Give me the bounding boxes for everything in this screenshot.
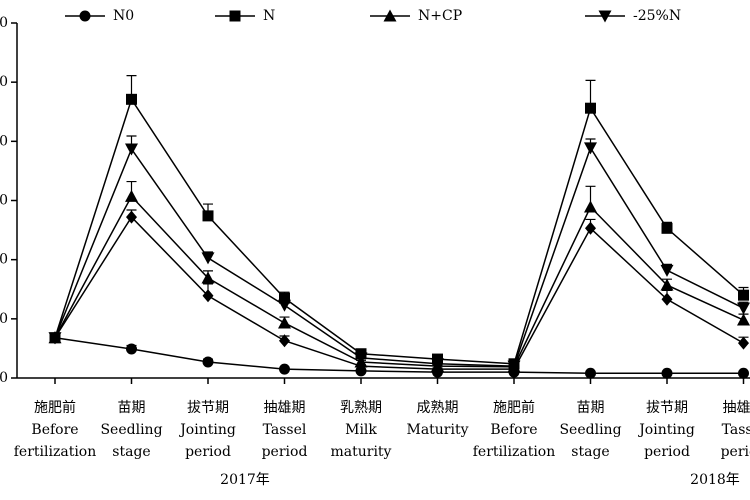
marker [355,359,367,373]
marker [125,143,138,156]
marker [737,302,750,315]
series-line [54,337,744,375]
x-tick-label: 乳熟期 [340,400,382,416]
x-tick-label: Jointing [637,422,695,438]
marker [202,289,214,303]
marker [279,363,290,375]
marker [202,356,214,368]
marker [508,362,520,376]
y-tick-label: 0 [0,133,8,149]
marker [49,331,61,345]
legend-label: N [263,8,275,24]
x-tick-label: 拔节期 [187,400,229,416]
x-tick-label: fertilization [14,444,97,460]
x-tick-label: fertilization [473,444,556,460]
marker [278,316,291,329]
marker [660,264,674,277]
x-tick-label: Before [31,422,78,438]
marker [585,367,596,379]
y-tick-label: 0 [0,193,8,209]
x-tick-label: 苗期 [577,400,605,416]
marker [585,221,596,235]
marker [738,289,749,301]
marker [125,189,138,202]
legend-marker [383,9,397,22]
marker [279,292,290,304]
series-line [54,146,744,367]
legend-marker [79,10,91,22]
x-tick-label: period [262,444,308,460]
x-tick-label: Before [490,422,537,438]
x-tick-label: period [644,444,690,460]
marker [126,343,137,355]
marker [279,334,290,348]
x-tick-label: period [721,444,750,460]
x-tick-label: stage [112,444,150,460]
x-tick-label: Tassel [263,422,307,438]
marker [661,222,673,234]
x-tick-label: Milk [345,422,377,438]
x-tick-label: stage [571,444,609,460]
marker [432,362,443,376]
marker [126,93,137,105]
x-tick-label: 拔节期 [646,400,688,416]
y-tick-label: 0 [0,252,8,268]
legend-marker [598,10,612,23]
marker [584,142,597,155]
x-tick-label: maturity [331,444,392,460]
x-tick-label: 施肥前 [34,399,76,416]
marker [738,367,749,379]
marker [584,200,597,213]
legend-label: N+CP [418,8,462,24]
series-line [54,195,744,368]
x-tick-label: Maturity [406,422,468,438]
x-tick-label: 抽雄期 [264,400,306,416]
legend-label: -25%N [633,8,681,24]
series-line [54,215,744,370]
x-tick-label: 苗期 [118,400,146,416]
series-line [54,97,744,365]
y-tick-label: 0 [0,15,8,31]
marker [738,336,749,350]
x-tick-label: Tassel [722,422,750,438]
x-tick-label: Seedling [559,422,621,438]
x-tick-label: 施肥前 [493,399,535,416]
marker [737,313,750,326]
y-tick-label: 0 [0,74,8,90]
group-label: 2018年 [690,472,740,488]
legend-marker [229,10,241,22]
legend-label: N0 [113,8,134,24]
y-tick-label: 0 [0,370,8,386]
marker [201,271,215,284]
x-tick-label: period [185,444,231,460]
x-tick-label: Jointing [178,422,236,438]
y-tick-label: 0 [0,311,8,327]
x-tick-label: 成熟期 [417,400,459,416]
marker [202,210,214,222]
x-tick-label: 抽雄期 [723,400,750,416]
marker [278,299,291,312]
marker [354,352,368,365]
marker [126,210,137,224]
marker [660,278,674,291]
marker [661,367,673,379]
x-tick-label: Seedling [100,422,162,438]
marker [585,102,596,114]
marker [661,292,673,306]
marker [201,252,215,265]
group-label: 2017年 [220,472,270,488]
